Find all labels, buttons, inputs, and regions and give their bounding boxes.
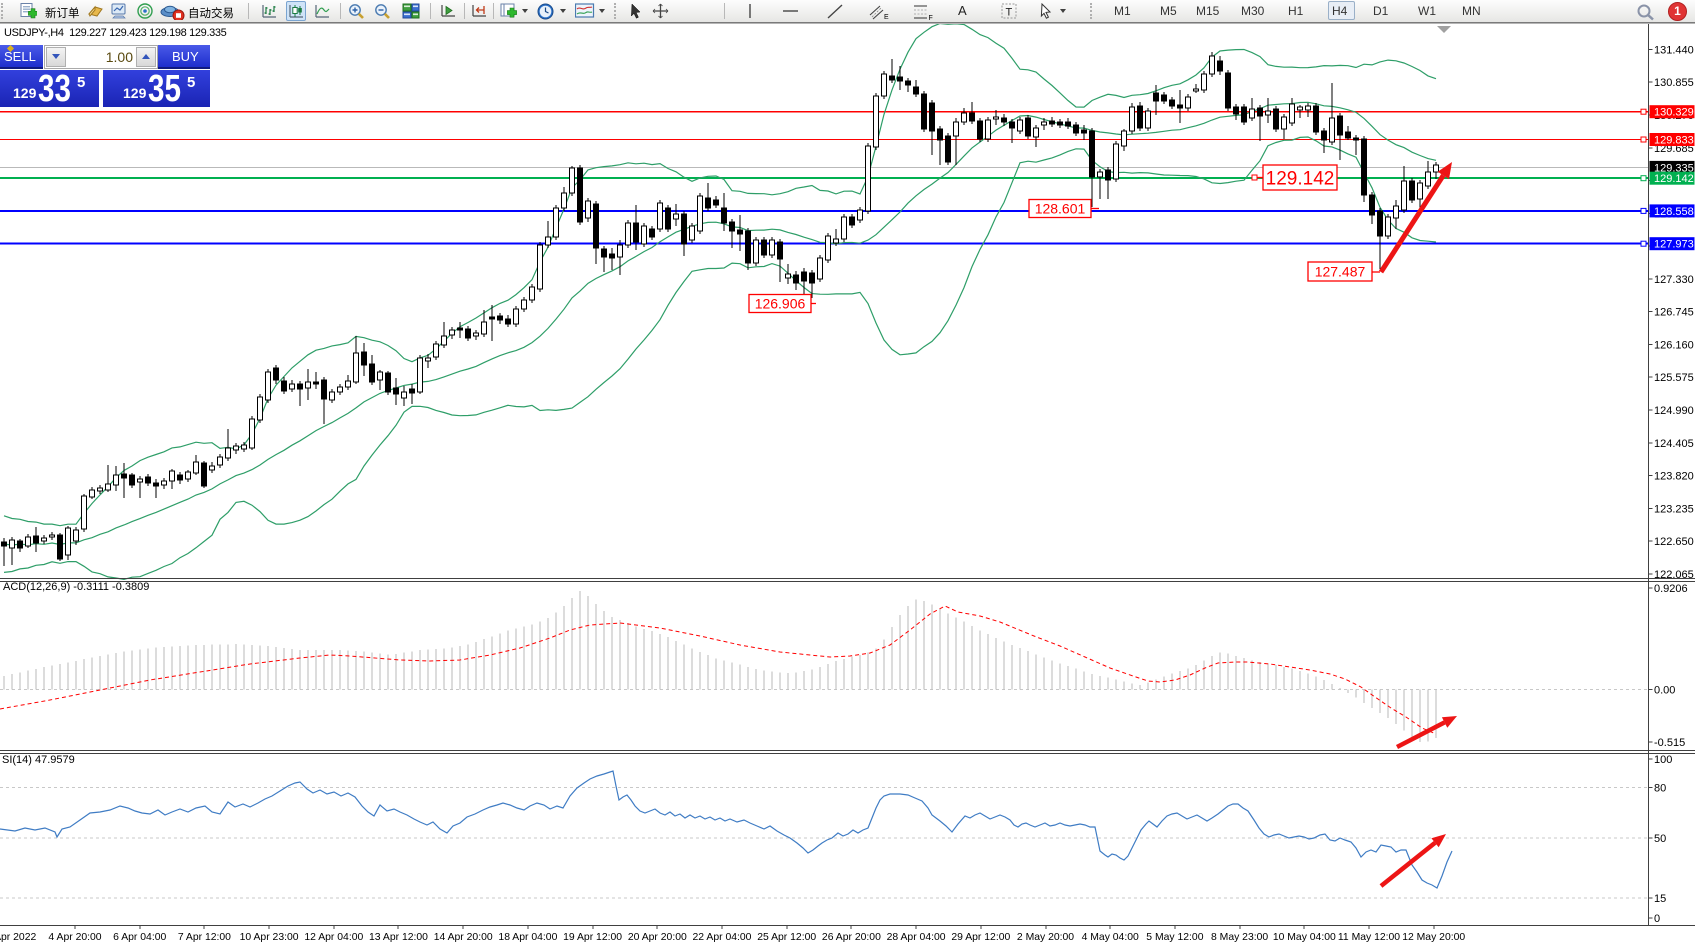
svg-text:128.601: 128.601: [1035, 201, 1086, 217]
svg-text:10 May 04:00: 10 May 04:00: [1273, 932, 1336, 943]
svg-text:129.833: 129.833: [1654, 134, 1694, 146]
svg-text:0.00: 0.00: [1654, 685, 1675, 697]
svg-text:12 May 20:00: 12 May 20:00: [1402, 932, 1465, 943]
svg-text:129.142: 129.142: [1266, 168, 1335, 189]
svg-text:11 May 12:00: 11 May 12:00: [1338, 932, 1400, 943]
svg-text:E: E: [884, 14, 889, 21]
svg-text:SI(14) 47.9579: SI(14) 47.9579: [2, 754, 75, 766]
svg-text:127.330: 127.330: [1654, 274, 1694, 286]
svg-text:126.745: 126.745: [1654, 307, 1694, 319]
svg-text:129.335: 129.335: [1654, 162, 1694, 174]
svg-text:20 Apr 20:00: 20 Apr 20:00: [628, 932, 687, 943]
svg-text:2 May 20:00: 2 May 20:00: [1017, 932, 1074, 943]
svg-text:125.575: 125.575: [1654, 372, 1694, 384]
svg-text:0: 0: [1654, 913, 1660, 925]
svg-text:12 Apr 04:00: 12 Apr 04:00: [304, 932, 363, 943]
svg-text:F: F: [929, 15, 933, 21]
svg-text:128.558: 128.558: [1654, 206, 1694, 218]
svg-text:126.160: 126.160: [1654, 339, 1694, 351]
svg-text:19 Apr 12:00: 19 Apr 12:00: [563, 932, 622, 943]
svg-text:127.973: 127.973: [1654, 239, 1694, 251]
svg-text:124.405: 124.405: [1654, 438, 1694, 450]
svg-text:122.065: 122.065: [1654, 569, 1694, 581]
svg-text:29 Apr 12:00: 29 Apr 12:00: [951, 932, 1010, 943]
svg-text:126.906: 126.906: [755, 296, 806, 312]
svg-text:14 Apr 20:00: 14 Apr 20:00: [434, 932, 493, 943]
svg-text:123.820: 123.820: [1654, 471, 1694, 483]
svg-text:4 Apr 20:00: 4 Apr 20:00: [48, 932, 101, 943]
svg-text:122.650: 122.650: [1654, 536, 1694, 548]
svg-text:50: 50: [1654, 833, 1666, 845]
svg-text:5 May 12:00: 5 May 12:00: [1146, 932, 1203, 943]
svg-text:28 Apr 04:00: 28 Apr 04:00: [887, 932, 946, 943]
svg-text:25 Apr 12:00: 25 Apr 12:00: [757, 932, 816, 943]
svg-text:100: 100: [1654, 754, 1672, 766]
svg-text:80: 80: [1654, 783, 1666, 795]
svg-text:0.9206: 0.9206: [1654, 583, 1688, 595]
svg-text:127.487: 127.487: [1315, 264, 1366, 280]
svg-text:131.440: 131.440: [1654, 44, 1694, 56]
svg-text:130.329: 130.329: [1654, 107, 1694, 119]
svg-text:6 Apr 04:00: 6 Apr 04:00: [113, 932, 166, 943]
svg-text:123.235: 123.235: [1654, 503, 1694, 515]
svg-text:-0.515: -0.515: [1654, 737, 1685, 749]
svg-text:8 May 23:00: 8 May 23:00: [1211, 932, 1268, 943]
svg-text:7 Apr 12:00: 7 Apr 12:00: [178, 932, 231, 943]
svg-text:130.855: 130.855: [1654, 77, 1694, 89]
svg-text:22 Apr 04:00: 22 Apr 04:00: [693, 932, 752, 943]
svg-text:T: T: [1006, 7, 1013, 19]
svg-text:4 May 04:00: 4 May 04:00: [1082, 932, 1139, 943]
svg-text:124.990: 124.990: [1654, 405, 1694, 417]
svg-text:26 Apr 20:00: 26 Apr 20:00: [822, 932, 881, 943]
svg-text:13 Apr 12:00: 13 Apr 12:00: [369, 932, 428, 943]
svg-text:ACD(12,26,9) -0.3111 -0.3809: ACD(12,26,9) -0.3111 -0.3809: [3, 581, 149, 593]
svg-text:10 Apr 23:00: 10 Apr 23:00: [240, 932, 299, 943]
svg-text:15: 15: [1654, 893, 1666, 905]
svg-text:129.142: 129.142: [1654, 173, 1694, 185]
svg-text:1 Apr 2022: 1 Apr 2022: [0, 932, 36, 943]
svg-text:18 Apr 04:00: 18 Apr 04:00: [498, 932, 557, 943]
